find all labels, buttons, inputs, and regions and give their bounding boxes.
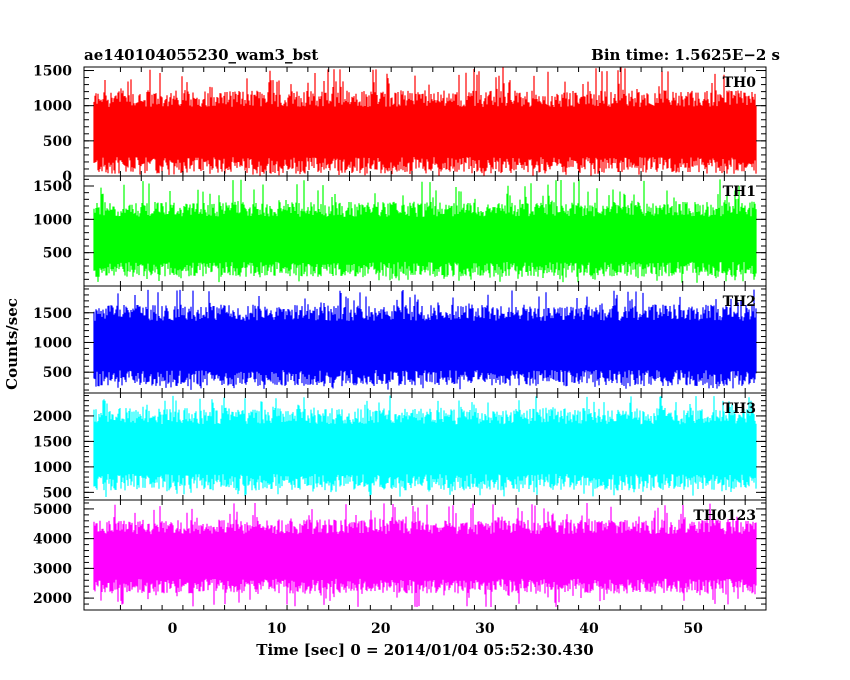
y-tick-label: 500 <box>43 134 72 150</box>
y-tick-label: 3000 <box>33 561 72 577</box>
series-label: TH3 <box>723 401 756 417</box>
y-tick-label: 1000 <box>33 212 72 228</box>
x-tick-label: 50 <box>683 621 703 637</box>
series-th3 <box>93 395 757 497</box>
x-tick-label: 10 <box>267 621 287 637</box>
series-th0123 <box>93 503 757 607</box>
panel-th2: 500 1000 1500 TH2 <box>33 285 767 394</box>
bin-time-label: Bin time: 1.5625E−2 s <box>591 46 780 64</box>
chart-title: ae140104055230_wam3_bst <box>84 46 318 64</box>
y-tick-label: 1000 <box>33 99 72 115</box>
panel-frame <box>83 499 767 611</box>
y-tick-label: 500 <box>43 485 72 501</box>
series-label: TH0123 <box>693 508 756 524</box>
y-tick-label: 1500 <box>33 434 72 450</box>
series-th2 <box>93 289 757 390</box>
series-label: TH1 <box>723 184 756 200</box>
panel-th1: 500 1000 1500 TH1 <box>33 175 767 287</box>
y-tick-label: 1500 <box>33 306 72 322</box>
series-label: TH0 <box>723 75 757 91</box>
y-tick-label: 500 <box>43 365 72 381</box>
panel-th0: 0 500 1000 1500 TH0 <box>33 64 767 185</box>
y-tick-label: 500 <box>43 246 72 262</box>
y-tick-label: 0 <box>62 169 72 185</box>
x-tick-label: 40 <box>579 621 599 637</box>
y-tick-label: 5000 <box>33 502 72 518</box>
panel-th0123: 2000 3000 4000 5000 TH0123 <box>33 499 767 611</box>
y-tick-label: 1500 <box>33 179 72 195</box>
x-tick-label: 30 <box>475 621 495 637</box>
y-tick-label: 2000 <box>33 409 72 425</box>
y-tick-label: 1000 <box>33 335 72 351</box>
series-th0 <box>93 67 757 176</box>
y-axis-label: Counts/sec <box>3 298 21 390</box>
x-tick-label: 0 <box>168 621 178 637</box>
y-tick-label: 1500 <box>33 64 72 80</box>
series-th1 <box>93 179 757 283</box>
y-tick-label: 1000 <box>33 460 72 476</box>
y-tick-label: 2000 <box>33 591 72 607</box>
panel-th3: 500 1000 1500 2000 TH3 <box>33 392 767 501</box>
x-tick-label: 20 <box>371 621 391 637</box>
x-axis-label: Time [sec] 0 = 2014/01/04 05:52:30.430 <box>256 641 593 659</box>
series-label: TH2 <box>723 294 756 310</box>
y-tick-label: 4000 <box>33 532 72 548</box>
